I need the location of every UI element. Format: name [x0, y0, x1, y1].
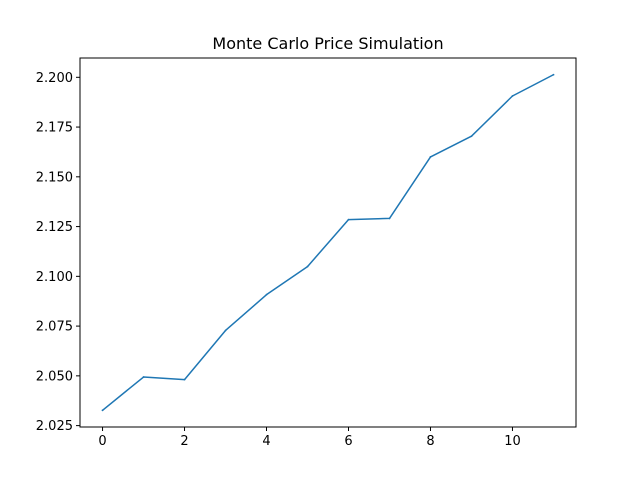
- y-tick-label: 2.150: [36, 170, 73, 185]
- x-tick-label: 2: [180, 434, 188, 449]
- data-point: [265, 293, 268, 296]
- y-tick-label: 2.050: [36, 369, 73, 384]
- x-tick-label: 6: [344, 434, 352, 449]
- chart-title: Monte Carlo Price Simulation: [212, 34, 443, 53]
- x-tick-label: 10: [504, 434, 521, 449]
- x-axis: 0 2 4 6 8 10: [98, 427, 521, 449]
- series-line-0: [101, 73, 555, 412]
- data-point: [224, 329, 227, 332]
- series-layer: [101, 73, 555, 412]
- y-tick-label: 2.175: [36, 121, 73, 136]
- data-point: [347, 218, 350, 221]
- data-point: [552, 73, 555, 76]
- data-point: [306, 265, 309, 268]
- axes-frame: [79, 57, 577, 428]
- y-tick-label: 2.100: [36, 270, 73, 285]
- data-point: [142, 376, 145, 378]
- data-point: [429, 156, 432, 158]
- plot-area: [79, 57, 577, 428]
- y-tick-label: 2.075: [36, 320, 73, 335]
- data-point: [470, 135, 473, 138]
- x-tick-label: 4: [262, 434, 270, 449]
- data-point: [101, 409, 104, 412]
- x-tick-label: 0: [98, 434, 106, 449]
- data-point: [388, 217, 391, 220]
- y-tick-label: 2.200: [36, 71, 73, 86]
- y-tick-label: 2.125: [36, 220, 73, 235]
- y-axis: 2.025 2.050 2.075 2.100 2.125 2.150 2.175 2.200: [36, 71, 80, 434]
- data-point: [183, 378, 186, 381]
- data-point: [511, 95, 514, 97]
- x-tick-label: 8: [426, 434, 434, 449]
- y-tick-label: 2.025: [36, 419, 73, 434]
